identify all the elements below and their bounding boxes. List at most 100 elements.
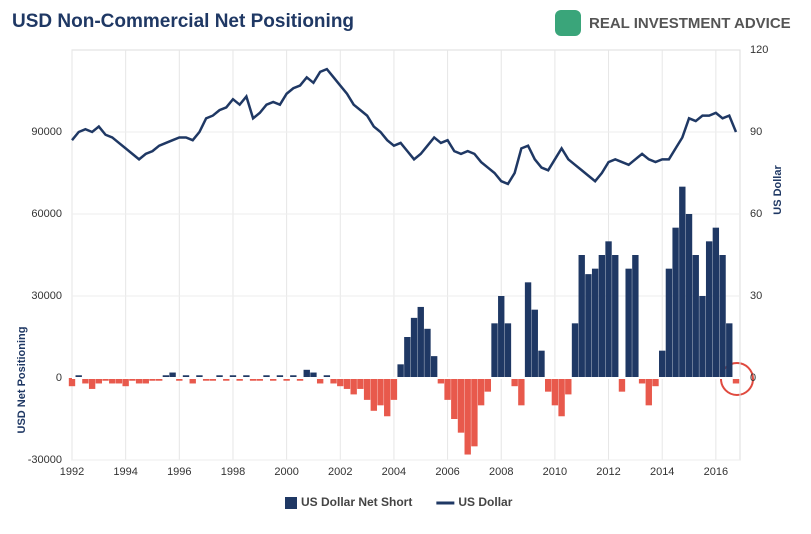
bar	[665, 268, 673, 378]
x-tick-label: 2012	[596, 466, 620, 478]
x-tick-label: 2004	[382, 466, 406, 478]
bar	[437, 378, 445, 384]
bar	[712, 227, 720, 378]
bar	[625, 268, 632, 378]
bar	[719, 255, 726, 378]
bar	[122, 378, 129, 387]
bar	[464, 378, 471, 455]
bar	[95, 378, 103, 384]
bar	[491, 323, 498, 378]
y-tick-label: 90000	[31, 126, 62, 138]
y-tick-label: 60000	[31, 208, 62, 220]
logo	[555, 10, 581, 36]
y-tick-label: -30000	[28, 454, 62, 466]
bar	[705, 241, 713, 378]
bar	[726, 323, 733, 378]
bar	[732, 378, 740, 384]
bar	[518, 378, 525, 406]
bar	[142, 378, 149, 384]
bar	[82, 378, 89, 384]
bar	[343, 378, 351, 389]
bar	[551, 378, 559, 406]
bar	[638, 378, 646, 384]
bar	[316, 378, 324, 384]
bar	[337, 378, 344, 387]
x-tick-label: 2014	[650, 466, 674, 478]
y-axis-label: USD Net Positioning	[16, 327, 28, 434]
bar	[524, 282, 532, 378]
bar	[511, 378, 518, 387]
x-tick-label: 2008	[489, 466, 513, 478]
bar	[424, 328, 431, 378]
bar	[471, 378, 478, 447]
bar	[357, 378, 364, 389]
bar	[632, 255, 639, 378]
bar	[484, 378, 492, 392]
bar	[303, 369, 310, 378]
bar	[256, 378, 263, 381]
bar	[672, 227, 679, 378]
bar	[404, 337, 411, 378]
bar	[196, 375, 203, 378]
bar	[504, 323, 512, 378]
bar	[350, 378, 357, 395]
bar	[384, 378, 391, 417]
brand: REAL INVESTMENT ADVICE	[589, 15, 791, 32]
bar	[591, 268, 599, 378]
bar	[135, 378, 143, 384]
bar	[645, 378, 652, 406]
bar	[531, 309, 538, 378]
bar	[498, 296, 505, 378]
x-tick-label: 2002	[328, 466, 352, 478]
bar	[162, 375, 170, 378]
bar	[270, 378, 277, 381]
bar	[444, 378, 451, 400]
x-tick-label: 2006	[435, 466, 459, 478]
y2-tick-label: 60	[750, 208, 762, 220]
bar	[612, 255, 619, 378]
bar	[692, 255, 699, 378]
bar	[363, 378, 371, 400]
bar	[323, 375, 331, 378]
bar	[585, 274, 592, 378]
y2-tick-label: 90	[750, 126, 762, 138]
bar	[176, 378, 183, 381]
bar	[390, 378, 398, 400]
plot-area	[71, 49, 741, 461]
bar	[109, 378, 116, 384]
bar	[169, 372, 176, 378]
bar	[370, 378, 377, 411]
bar	[598, 255, 606, 378]
y2-tick-label: 0	[750, 372, 756, 384]
x-tick-label: 2000	[274, 466, 298, 478]
bar	[189, 378, 196, 384]
y2-axis-label: US Dollar	[772, 165, 784, 215]
bar	[290, 375, 297, 378]
bar	[115, 378, 123, 384]
bar	[477, 378, 485, 406]
bar	[216, 375, 223, 378]
bar	[229, 375, 237, 378]
bar	[129, 378, 136, 381]
bar	[202, 378, 210, 381]
bar	[685, 214, 693, 378]
x-tick-label: 2016	[704, 466, 728, 478]
chart-title: USD Non-Commercial Net Positioning	[12, 11, 354, 32]
x-tick-label: 1996	[167, 466, 191, 478]
x-tick-label: 1992	[60, 466, 84, 478]
bar	[571, 323, 579, 378]
y2-tick-label: 30	[750, 290, 762, 302]
bar	[417, 306, 424, 378]
y2-tick-label: 120	[750, 44, 768, 56]
y-tick-label: 0	[56, 372, 62, 384]
bar	[263, 375, 270, 378]
bar	[659, 350, 666, 378]
bar	[377, 378, 384, 406]
bar	[156, 378, 163, 381]
legend-swatch	[285, 497, 297, 509]
bar	[209, 378, 217, 381]
bar	[249, 378, 257, 381]
bar	[679, 186, 686, 378]
bar	[578, 255, 585, 378]
